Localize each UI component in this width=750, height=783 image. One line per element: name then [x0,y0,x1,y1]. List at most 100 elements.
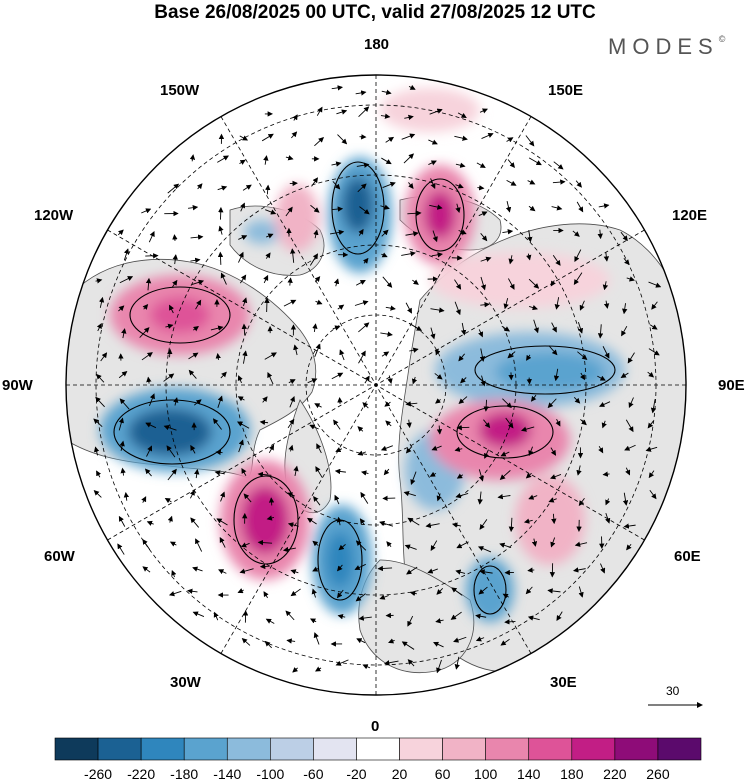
wind-vector [142,303,149,310]
wind-vector [578,586,584,598]
wind-vector [329,229,345,236]
reference-vector-label: 30 [666,684,680,698]
colorbar-swatch [226,737,271,761]
wind-vector [215,352,221,361]
wind-vector [220,272,227,285]
wind-vector [649,489,657,500]
wind-vector [337,614,346,620]
wind-vector [647,420,654,429]
wind-vector [551,513,557,525]
wind-vector [623,523,636,529]
wind-vector [243,493,252,503]
wind-vector [117,543,125,555]
wind-vector [257,539,273,546]
wind-vector [314,343,321,357]
wind-vector [220,371,227,379]
wind-vector [290,131,298,139]
wind-vector [648,470,655,479]
wind-vector [192,325,199,332]
wind-vector [650,399,657,414]
wind-vector [435,618,444,624]
wind-vector [306,517,317,525]
wind-vector [602,471,610,477]
wind-vector [430,307,445,313]
wind-vector [436,493,442,502]
wind-vector [144,468,152,477]
wind-vector [552,179,566,185]
wind-vector [119,440,125,451]
wind-vector [628,397,634,409]
wind-vector [377,565,393,572]
wind-vector [165,323,174,329]
wind-vector [427,568,438,574]
wind-vector [436,425,443,435]
wind-vector [597,324,604,339]
wind-vector [506,137,514,143]
wind-vector [525,586,533,595]
wind-vector [408,182,414,189]
anomaly-negative-gulf-alaska [244,220,280,244]
wind-vector [410,471,417,485]
wind-vector [173,397,179,406]
wind-vector [287,492,295,498]
wind-vector [428,139,438,145]
lon-label-90e: 90E [718,377,745,394]
wind-vector [429,204,443,210]
wind-vector [385,136,395,143]
anomaly-positive-kamchatka-core [424,191,456,239]
wind-vector [407,615,414,627]
wind-vector [212,418,222,430]
wind-vector [123,491,130,501]
wind-vector [527,615,540,621]
wind-vector [93,490,102,498]
wind-vector [454,656,460,670]
wind-vector [171,279,178,288]
wind-vector [139,327,150,338]
wind-vector [598,203,610,209]
wind-vector [625,467,631,476]
wind-vector [386,541,392,548]
wind-vector [237,396,245,402]
wind-vector [531,538,538,547]
wind-vector [401,133,416,140]
wind-vector [401,641,415,650]
colorbar-swatch [270,737,314,761]
wind-vector [188,369,197,379]
colorbar-swatch [140,737,185,761]
wind-vector [356,162,370,168]
wind-vector [502,229,514,235]
wind-vector [314,137,324,147]
wind-vector [580,372,586,381]
wind-vector [454,446,463,452]
wind-vector [528,494,538,500]
wind-vector [382,181,396,188]
wind-vector [520,426,535,432]
wind-vector [331,206,344,212]
wind-vector [649,324,658,330]
wind-vector [263,155,269,165]
wind-vector [409,347,419,353]
anomaly-negative-atlantic-core [326,532,354,588]
wind-vector [265,618,275,624]
wind-vector [242,350,248,364]
lon-label-120w: 120W [34,207,74,224]
wind-vector [435,398,441,404]
wind-vector [93,418,103,427]
wind-vector [605,513,611,524]
colorbar-tick-label: 180 [560,766,584,782]
wind-vector [287,277,293,286]
wind-vector [169,541,177,547]
wind-vector [600,563,606,574]
wind-vector [381,351,390,357]
wind-vector [261,133,274,142]
wind-vector [388,638,395,644]
wind-vector [242,184,252,191]
wind-vector [331,85,344,91]
colorbar-swatch [54,737,99,761]
wind-vector [455,203,461,214]
wind-vector [148,231,155,243]
wind-vector [574,249,582,263]
wind-vector [190,234,204,240]
lon-label-60e: 60E [674,548,701,565]
wind-vector [502,593,509,599]
